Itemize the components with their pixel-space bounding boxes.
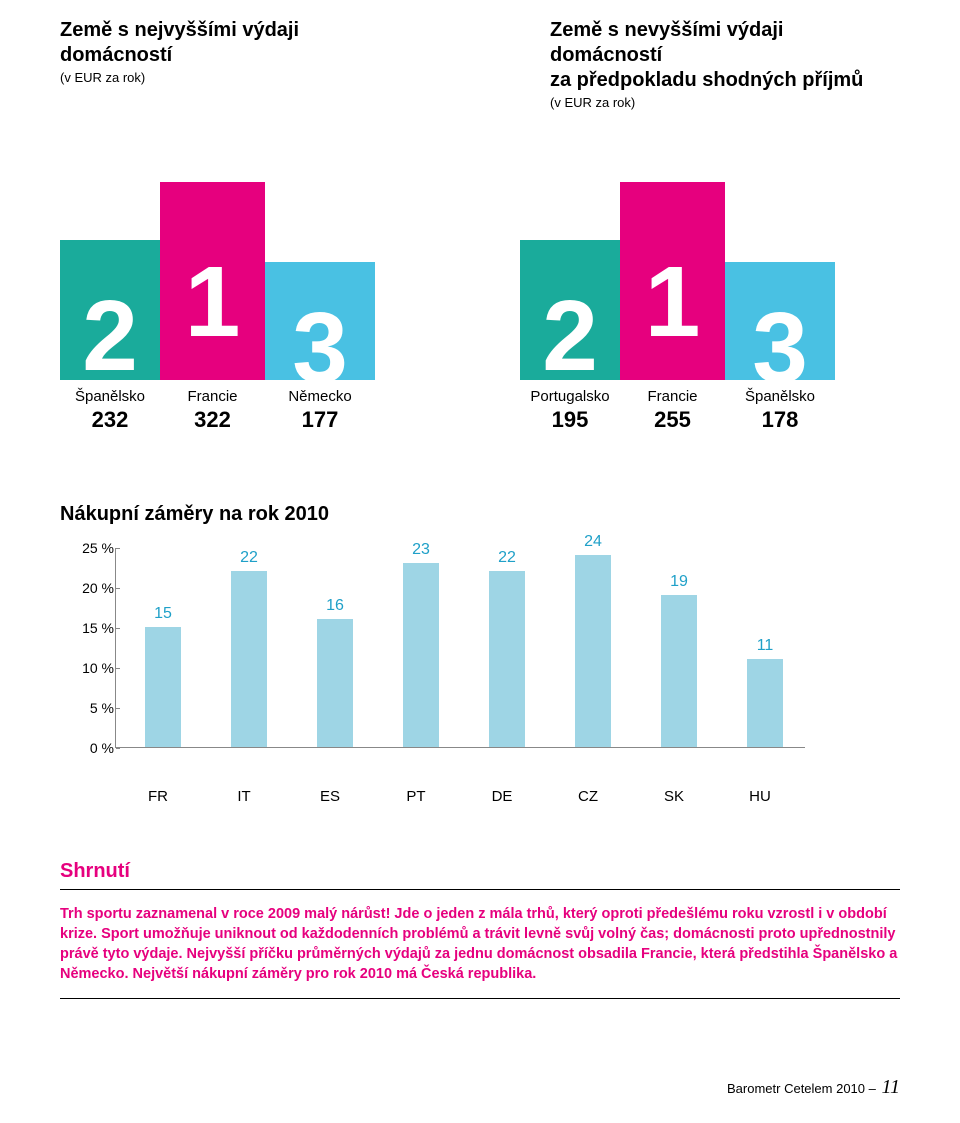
- podium-country: Francie: [620, 388, 725, 405]
- heading-left-sub: (v EUR za rok): [60, 70, 400, 85]
- bar-section-title: Nákupní záměry na rok 2010: [60, 503, 900, 526]
- summary-divider-bottom: [60, 998, 900, 999]
- bar-value-label: 16: [317, 597, 353, 615]
- podium-rank-number: 2: [520, 286, 620, 386]
- podium-value: 178: [725, 407, 835, 433]
- bar-CZ: 24: [575, 555, 611, 747]
- podium-box-rank-3: 3: [265, 262, 375, 380]
- podiums: 213 Španělsko232Francie322Německo177 213…: [60, 180, 900, 433]
- podium-left-viz: 213: [60, 180, 380, 380]
- bar-IT: 22: [231, 571, 267, 747]
- bar-chart-x-labels: FRITESPTDECZSKHU: [115, 788, 805, 805]
- podium-right: 213 Portugalsko195Francie255Španělsko178: [520, 180, 860, 433]
- bar-chart-ytick: 25 %: [66, 540, 114, 556]
- podium-label-col: Španělsko232: [60, 388, 160, 433]
- bar-chart-ytick: 5 %: [66, 700, 114, 716]
- bar-chart-xlabel: HU: [717, 788, 803, 805]
- podium-value: 232: [60, 407, 160, 433]
- bar-value-label: 23: [403, 541, 439, 559]
- footer: Barometr Cetelem 2010 – 11: [727, 1076, 900, 1099]
- bar-chart-ytick: 0 %: [66, 740, 114, 756]
- bar-chart-xlabel: SK: [631, 788, 717, 805]
- heading-left: Země s nejvyššími výdaji domácností (v E…: [60, 18, 400, 110]
- footer-page-number: 11: [881, 1076, 900, 1098]
- bar-chart-xlabel: PT: [373, 788, 459, 805]
- bar-chart-ytick: 15 %: [66, 620, 114, 636]
- heading-right: Země s nevyššími výdaji domácností za př…: [550, 18, 890, 110]
- bar-value-label: 15: [145, 605, 181, 623]
- bar-SK: 19: [661, 595, 697, 747]
- summary-text: Trh sportu zaznamenal v roce 2009 malý n…: [60, 904, 900, 984]
- podium-label-col: Francie 255: [620, 388, 725, 433]
- bar-chart-xlabel: CZ: [545, 788, 631, 805]
- podium-box-rank-2: 2: [520, 240, 620, 380]
- bar-value-label: 22: [489, 549, 525, 567]
- podium-rank-number: 3: [725, 298, 835, 398]
- podium-box-rank-2: 2: [60, 240, 160, 380]
- bar-value-label: 24: [575, 533, 611, 551]
- podium-box-rank-1: 1: [160, 182, 265, 380]
- podium-value: 195: [520, 407, 620, 433]
- podium-left: 213 Španělsko232Francie322Německo177: [60, 180, 400, 433]
- summary-block: Shrnutí Trh sportu zaznamenal v roce 200…: [60, 860, 900, 999]
- bar-chart: 25 %20 %15 %10 %5 %0 %1522162322241911: [115, 548, 805, 748]
- podium-box-rank-3: 3: [725, 262, 835, 380]
- podium-rank-number: 2: [60, 286, 160, 386]
- podium-label-col: Portugalsko195: [520, 388, 620, 433]
- podium-value: 322: [160, 407, 265, 433]
- bar-FR: 15: [145, 627, 181, 747]
- heading-left-line2: domácností: [60, 43, 400, 68]
- bar-DE: 22: [489, 571, 525, 747]
- bar-chart-ytick: 20 %: [66, 580, 114, 596]
- podium-box-rank-1: 1: [620, 182, 725, 380]
- bar-chart-xlabel: ES: [287, 788, 373, 805]
- bar-value-label: 11: [747, 637, 783, 655]
- heading-right-line1: Země s nevyššími výdaji domácností: [550, 18, 890, 68]
- podium-rank-number: 1: [620, 252, 725, 352]
- podium-value: 177: [265, 407, 375, 433]
- bar-chart-xlabel: IT: [201, 788, 287, 805]
- podium-label-col: Francie 322: [160, 388, 265, 433]
- bar-chart-xlabel: DE: [459, 788, 545, 805]
- bar-chart-ytick: 10 %: [66, 660, 114, 676]
- heading-right-sub: (v EUR za rok): [550, 95, 890, 110]
- podium-rank-number: 1: [160, 252, 265, 352]
- heading-right-line2: za předpokladu shodných příjmů: [550, 68, 890, 93]
- summary-title: Shrnutí: [60, 860, 900, 883]
- podium-value: 255: [620, 407, 725, 433]
- podium-right-viz: 213: [520, 180, 840, 380]
- podium-country: Francie: [160, 388, 265, 405]
- top-headings: Země s nejvyššími výdaji domácností (v E…: [60, 18, 900, 110]
- bar-chart-xlabel: FR: [115, 788, 201, 805]
- bar-HU: 11: [747, 659, 783, 747]
- summary-divider-top: [60, 889, 900, 890]
- bar-PT: 23: [403, 563, 439, 747]
- bar-ES: 16: [317, 619, 353, 747]
- footer-doc: Barometr Cetelem 2010 –: [727, 1081, 876, 1096]
- bar-value-label: 22: [231, 549, 267, 567]
- podium-rank-number: 3: [265, 298, 375, 398]
- heading-left-line1: Země s nejvyššími výdaji: [60, 18, 400, 43]
- bar-value-label: 19: [661, 573, 697, 591]
